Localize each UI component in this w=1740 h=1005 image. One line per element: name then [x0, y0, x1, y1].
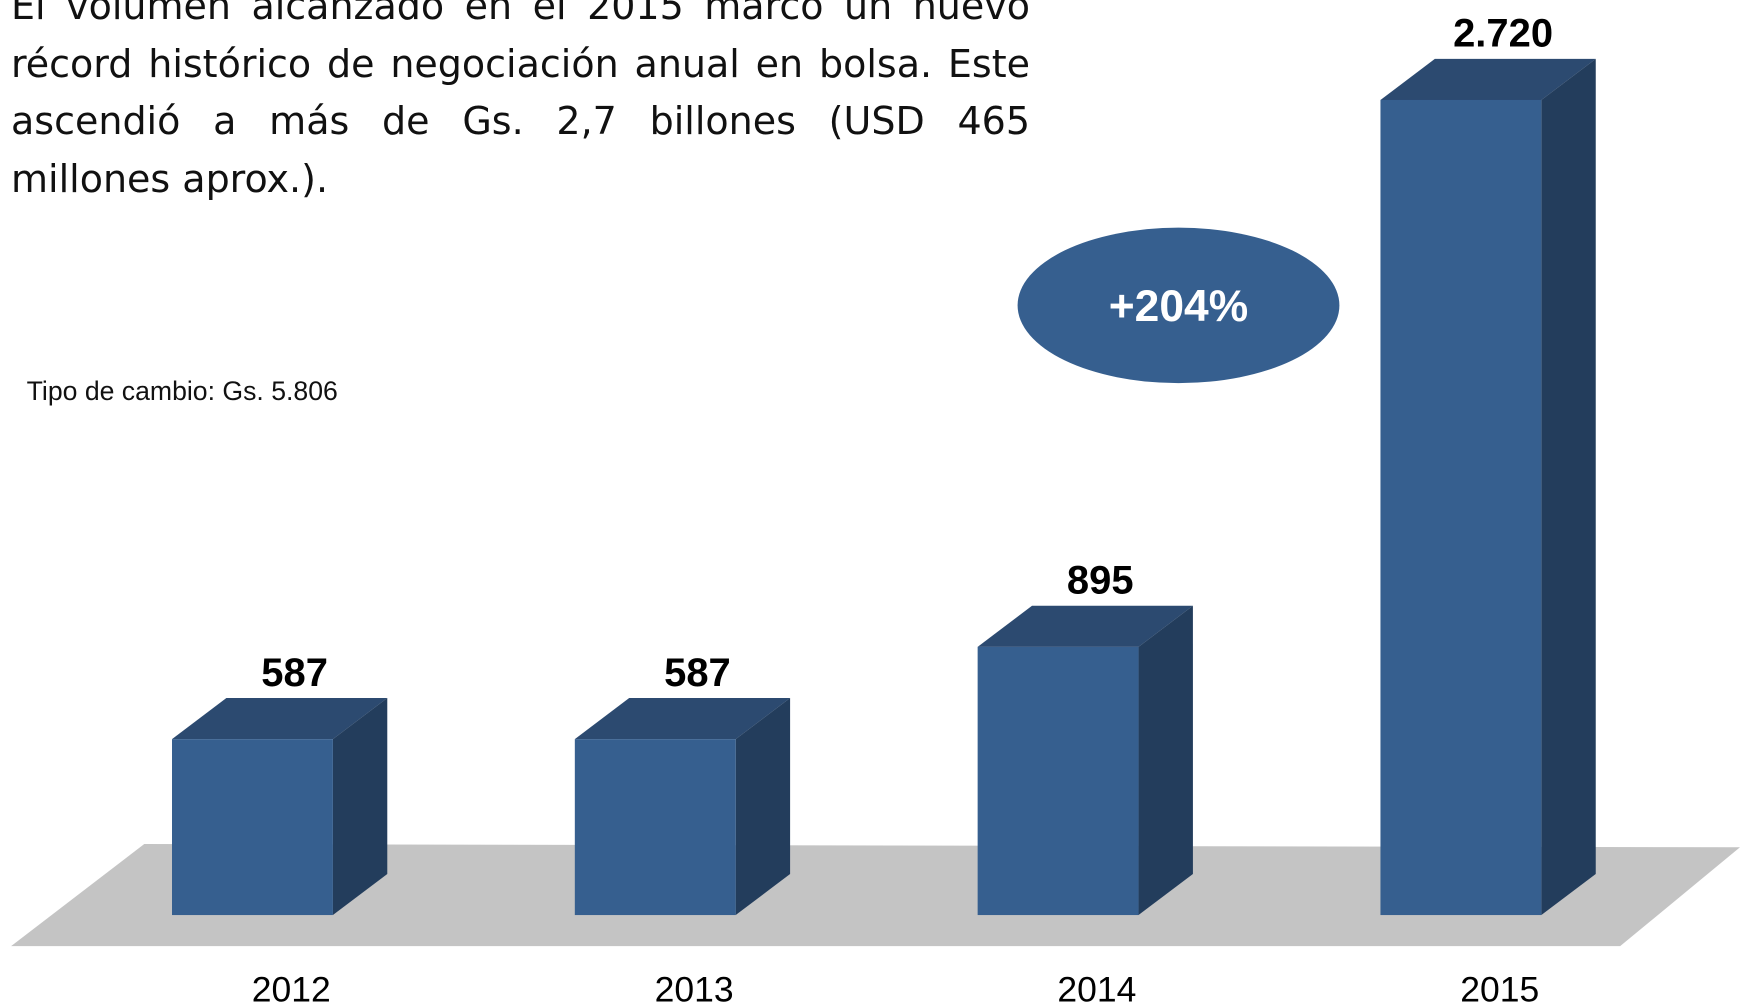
- bar: [172, 739, 333, 916]
- floor: [11, 843, 1740, 947]
- description: El volumen alcanzado en el 2015 marcó un…: [11, 0, 1030, 201]
- bar-side: [1541, 58, 1596, 916]
- bar: [1380, 99, 1542, 916]
- note: Tipo de cambio: Gs. 5.806: [27, 376, 338, 406]
- bar: [977, 646, 1139, 916]
- bar-side: [1138, 605, 1193, 916]
- value-label: 587: [664, 651, 731, 695]
- value-label: 2.720: [1453, 12, 1553, 56]
- bar-top: [574, 698, 791, 740]
- bar-side: [332, 698, 388, 916]
- bar-top: [1380, 58, 1596, 100]
- bar: [574, 739, 736, 916]
- annotation: +204%: [1109, 282, 1248, 331]
- x-tick-label: 2012: [252, 970, 331, 1005]
- annotation-bubble: [1017, 227, 1340, 384]
- x-tick-label: 2014: [1057, 970, 1136, 1005]
- x-tick-label: 2015: [1460, 970, 1539, 1005]
- bar-side: [735, 698, 791, 916]
- bar-top: [172, 698, 388, 740]
- bar-top: [977, 605, 1193, 647]
- x-tick-label: 2013: [655, 970, 734, 1005]
- value-label: 587: [261, 651, 328, 695]
- value-label: 895: [1067, 559, 1134, 603]
